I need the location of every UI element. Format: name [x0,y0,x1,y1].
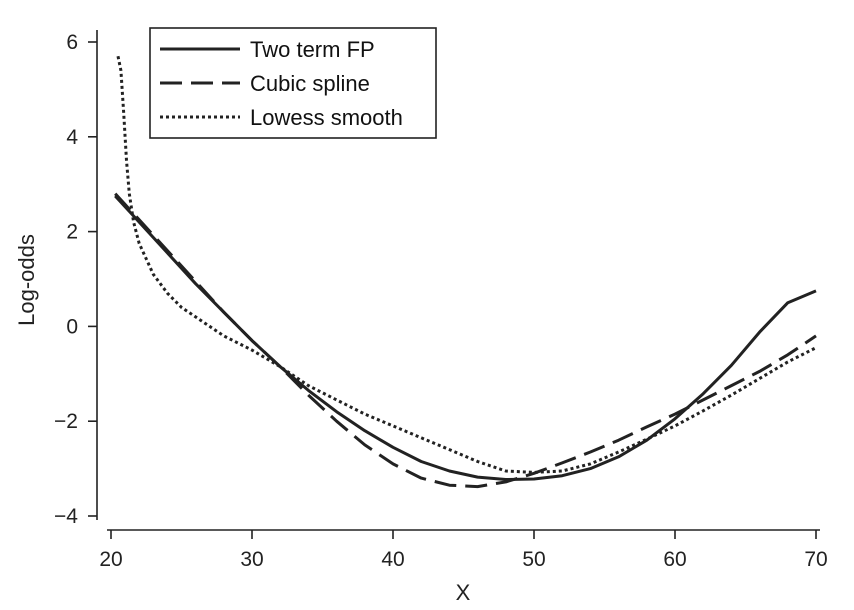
x-tick-label: 20 [99,548,122,571]
series-line-dashed [114,192,817,489]
legend-label: Cubic spline [250,71,370,96]
x-tick-label: 70 [804,548,827,571]
x-tick-label: 30 [240,548,263,571]
series-line-solid [114,194,817,481]
series-line-dotted [116,55,817,474]
legend: Two term FP Cubic spline Lowess smooth [149,27,437,139]
x-tick-label: 50 [522,548,545,571]
y-tick-label: 4 [66,126,78,149]
y-tick-label: 0 [66,315,78,338]
x-tick-label: 60 [663,548,686,571]
x-axis-ticks: 20 30 40 50 60 70 [99,530,828,571]
legend-label: Two term FP [250,37,375,62]
legend-label: Lowess smooth [250,105,403,130]
y-tick-label: −2 [54,410,78,433]
x-axis-label: X [456,580,471,605]
x-tick-label: 40 [381,548,404,571]
y-tick-label: 6 [66,31,78,54]
y-axis-label: Log-odds [14,234,39,326]
y-tick-label: 2 [66,221,78,244]
y-axis-ticks: 6 4 2 0 −2 −4 [54,31,97,528]
plot-series [114,55,817,489]
y-tick-label: −4 [54,505,78,528]
